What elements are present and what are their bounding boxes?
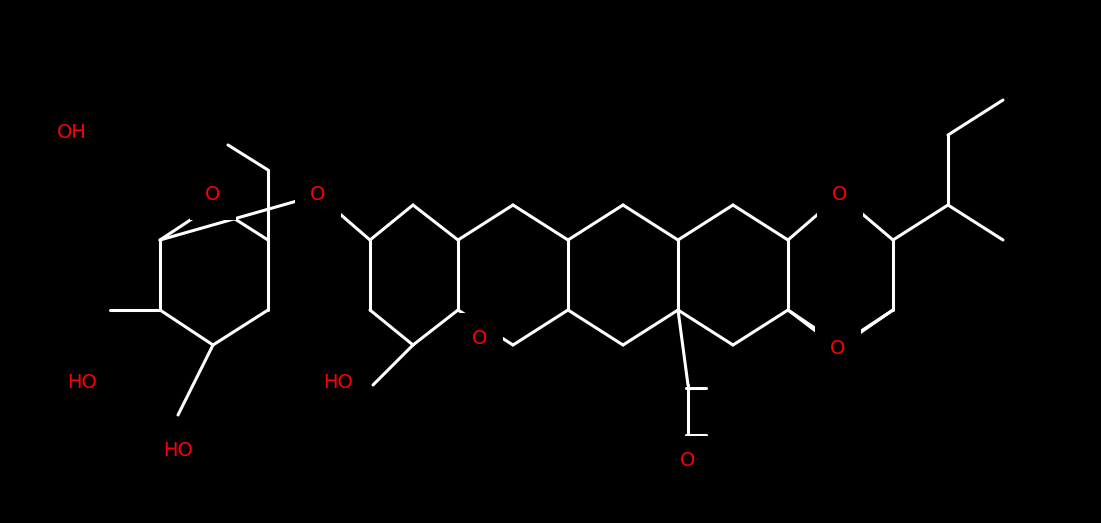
Text: O: O	[205, 186, 220, 204]
Text: HO: HO	[67, 373, 97, 392]
Text: HO: HO	[323, 373, 353, 392]
Text: O: O	[680, 451, 696, 471]
Text: O: O	[310, 186, 326, 204]
Text: O: O	[472, 328, 488, 347]
Text: O: O	[830, 338, 846, 358]
Text: HO: HO	[163, 441, 193, 460]
Text: O: O	[832, 186, 848, 204]
Text: OH: OH	[57, 123, 87, 142]
